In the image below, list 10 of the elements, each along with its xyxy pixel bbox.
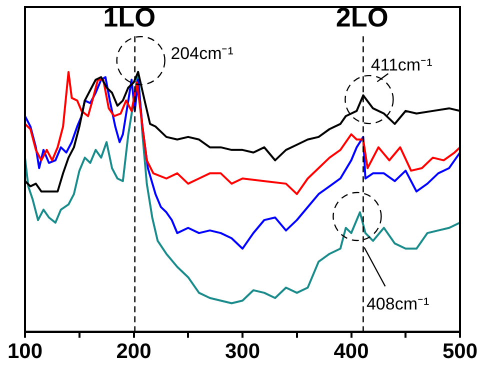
x-tick-label: 400 bbox=[334, 340, 369, 364]
text: 204cm⁻¹ bbox=[170, 44, 234, 64]
x-tick-label: 300 bbox=[224, 340, 260, 364]
x-tick-label: 500 bbox=[442, 340, 478, 364]
annotation: 408cm⁻¹ bbox=[366, 294, 430, 314]
x-tick-label: 200 bbox=[116, 340, 152, 364]
text: 2LO bbox=[336, 2, 388, 32]
x-tick-label: 100 bbox=[7, 340, 43, 364]
text: 1LO bbox=[103, 2, 156, 32]
annotation: 411cm⁻¹ bbox=[370, 56, 433, 75]
